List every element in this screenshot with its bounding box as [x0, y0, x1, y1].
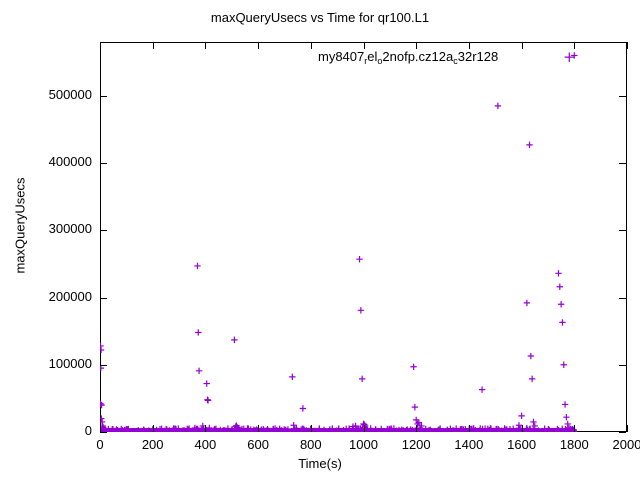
- x-axis-tick-label: 200: [141, 437, 164, 452]
- x-axis-tick-mark-top: [468, 42, 470, 49]
- y-axis-tick-mark-right: [619, 432, 626, 433]
- x-axis-tick-mark-top: [416, 42, 418, 49]
- x-axis-tick-label: 600: [247, 437, 269, 452]
- x-axis-title: Time(s): [298, 456, 342, 471]
- y-axis-tick-mark-right: [619, 364, 626, 366]
- legend-subscript: o: [377, 56, 383, 66]
- x-axis-tick-label: 1200: [401, 437, 431, 452]
- x-axis-tick-mark-top: [574, 42, 576, 49]
- legend-text: my8407: [318, 49, 365, 64]
- x-axis-tick-mark-top: [152, 42, 154, 49]
- y-axis-tick-label: 400000: [48, 154, 92, 170]
- x-axis-tick-label: 1400: [454, 437, 484, 452]
- x-axis-tick-mark: [627, 425, 628, 432]
- x-axis-tick-mark: [258, 425, 260, 432]
- x-axis-tick-mark-top: [363, 42, 365, 49]
- y-axis-tick-label: 100000: [48, 355, 92, 371]
- legend-text: 2nofp.cz12a: [382, 49, 454, 64]
- x-axis-tick-label: 2000: [612, 437, 640, 452]
- x-axis-tick-label: 1600: [507, 437, 537, 452]
- y-axis-tick-label: 0: [84, 423, 92, 438]
- y-axis-tick-mark-right: [619, 230, 626, 232]
- y-axis-tick-mark: [100, 364, 107, 366]
- x-axis-tick-mark: [205, 425, 207, 432]
- x-axis-tick-label: 1800: [559, 437, 589, 452]
- x-axis-tick-mark: [100, 425, 101, 432]
- y-axis-tick-label: 300000: [48, 221, 92, 237]
- plot-area-border: [100, 42, 627, 432]
- y-axis-tick-mark: [100, 432, 107, 433]
- x-axis-tick-mark: [574, 425, 576, 432]
- x-axis-tick-mark-top: [310, 42, 312, 49]
- legend-text: 32r128: [457, 49, 499, 64]
- x-axis-tick-label: 400: [194, 437, 217, 452]
- x-axis-tick-mark-top: [521, 42, 523, 49]
- x-axis-tick-mark: [310, 425, 312, 432]
- legend-marker-plus-icon: +: [563, 48, 576, 66]
- x-axis-tick-label: 1000: [349, 437, 378, 452]
- x-axis-tick-mark: [468, 425, 470, 432]
- x-axis-tick-mark: [416, 425, 418, 432]
- x-axis-tick-mark-top: [627, 42, 628, 49]
- legend-subscript: r: [364, 56, 368, 66]
- y-axis-tick-mark: [100, 230, 107, 232]
- x-axis-tick-mark: [363, 425, 365, 432]
- x-axis-tick-mark-top: [258, 42, 260, 49]
- y-axis-tick-mark-right: [619, 163, 626, 165]
- y-axis-tick-mark-right: [619, 95, 626, 97]
- y-axis-tick-mark: [100, 297, 107, 299]
- legend-text: el: [367, 49, 378, 64]
- x-axis-tick-mark: [152, 425, 154, 432]
- legend-subscript: c: [453, 56, 458, 66]
- x-axis-tick-label: 800: [299, 437, 322, 452]
- legend-entry-label: my8407relo2nofp.cz12ac32r128: [318, 49, 499, 66]
- x-axis-tick-mark-top: [100, 42, 101, 49]
- y-axis-tick-mark: [100, 163, 107, 165]
- x-axis-tick-mark-top: [205, 42, 207, 49]
- y-axis-tick-mark: [100, 95, 107, 97]
- x-axis-tick-label: 0: [96, 437, 104, 452]
- y-axis-tick-mark-right: [619, 297, 626, 299]
- page-title: maxQueryUsecs vs Time for qr100.L1: [210, 10, 430, 25]
- x-axis-tick-mark: [521, 425, 523, 432]
- y-axis-tick-label: 500000: [48, 86, 92, 102]
- y-axis-tick-label: 200000: [48, 288, 92, 304]
